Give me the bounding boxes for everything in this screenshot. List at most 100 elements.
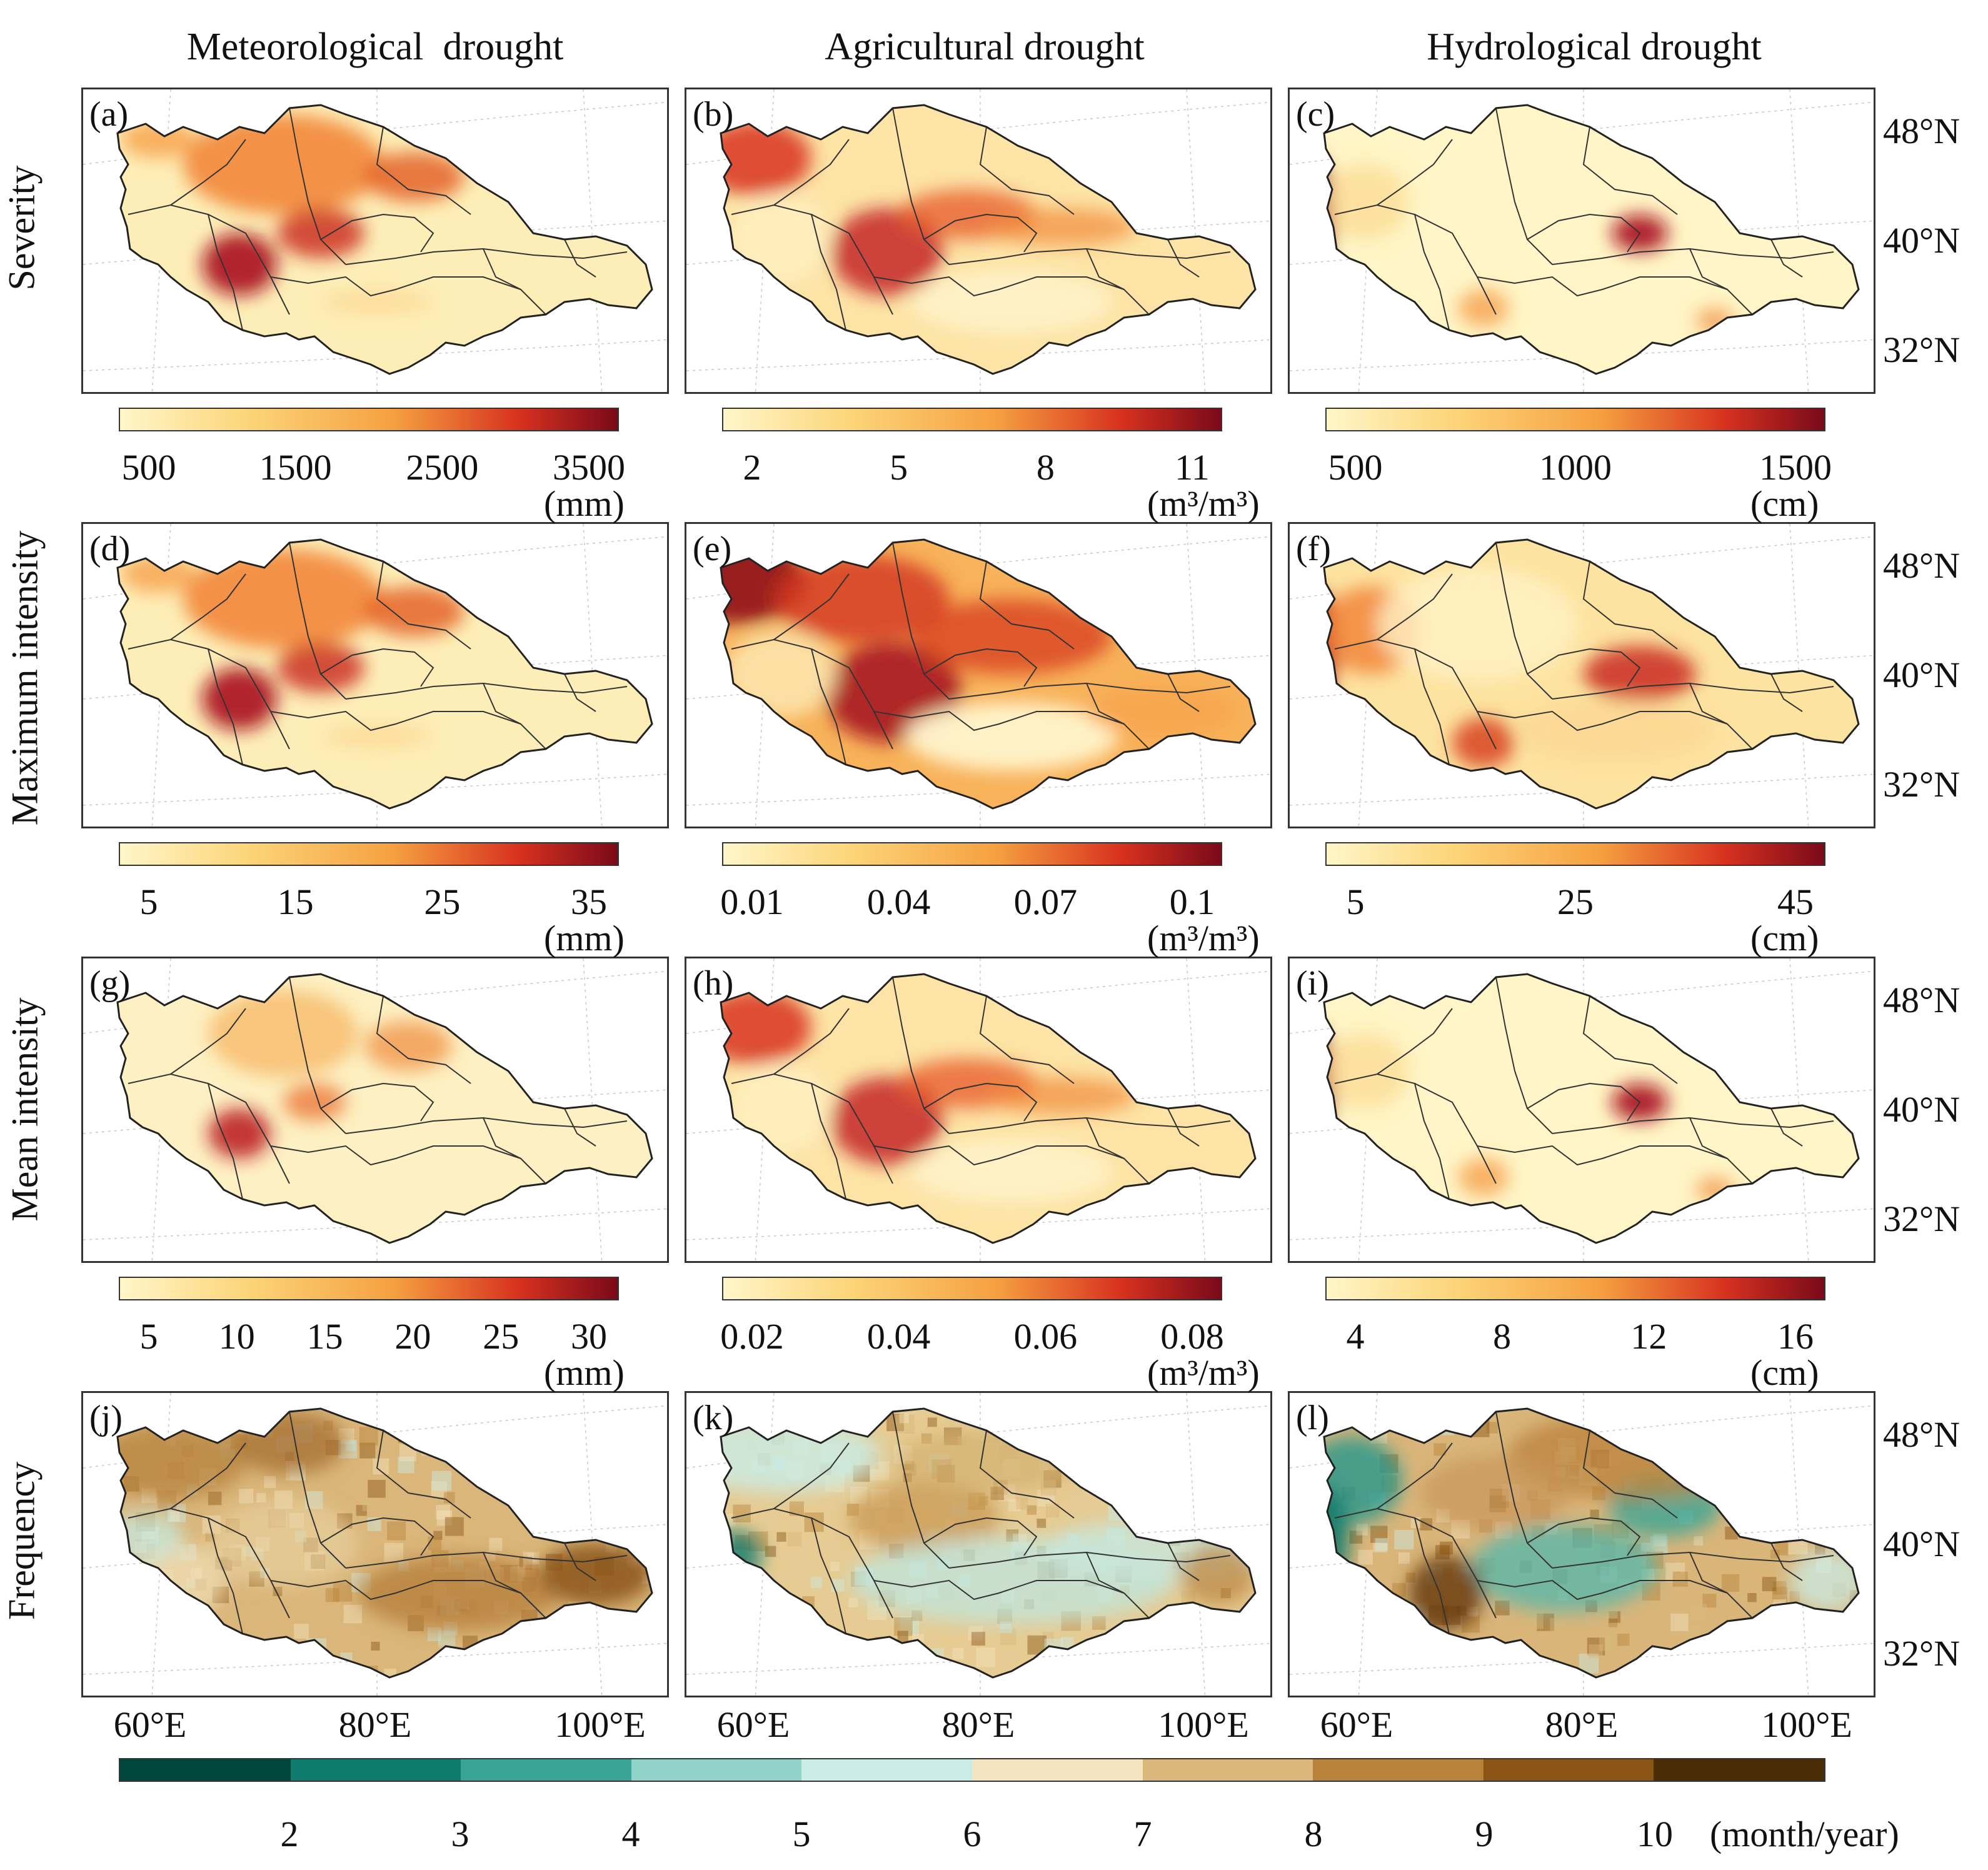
value-hotspot bbox=[183, 114, 383, 214]
frequency-cell bbox=[1362, 1637, 1372, 1647]
frequency-cell bbox=[1025, 1414, 1040, 1429]
frequency-cell bbox=[1524, 1609, 1544, 1629]
colorbar-tick-label: 5 bbox=[1346, 882, 1365, 922]
panel-label: (d) bbox=[89, 530, 131, 568]
frequency-cell bbox=[931, 1648, 945, 1662]
frequency-cell bbox=[1405, 1413, 1425, 1433]
frequency-cell bbox=[899, 1413, 910, 1424]
frequency-colorbar-segment bbox=[290, 1759, 461, 1781]
map-panel-h: (h) bbox=[685, 957, 1272, 1263]
frequency-cell bbox=[184, 1617, 194, 1627]
frequency-cell bbox=[483, 1524, 494, 1536]
frequency-cell bbox=[1170, 1517, 1185, 1532]
value-hotspot bbox=[730, 1065, 830, 1152]
frequency-cell bbox=[1361, 1586, 1375, 1599]
frequency-cell bbox=[1133, 1642, 1145, 1654]
colorbar bbox=[119, 842, 619, 866]
frequency-cell bbox=[371, 1641, 380, 1651]
colorbar-tick-label: 8 bbox=[1036, 447, 1055, 488]
colorbar-tick-label: 25 bbox=[483, 1316, 520, 1357]
frequency-cell bbox=[1213, 1619, 1222, 1629]
sub-basin-boundary bbox=[892, 1411, 950, 1569]
frequency-cell bbox=[1233, 1625, 1243, 1635]
frequency-cell bbox=[388, 1631, 403, 1645]
colorbar-tick-label: 12 bbox=[1630, 1316, 1667, 1357]
frequency-cell bbox=[1730, 1480, 1745, 1494]
frequency-cell bbox=[1617, 1634, 1630, 1646]
frequency-cell bbox=[1689, 1604, 1707, 1622]
sub-basin-boundary bbox=[1414, 648, 1450, 765]
frequency-cell bbox=[138, 1600, 154, 1616]
frequency-colorbar-segment bbox=[972, 1759, 1143, 1781]
basin-fill bbox=[118, 974, 652, 1243]
frequency-colorbar-segment bbox=[1483, 1759, 1654, 1781]
colorbar-tick-label: 0.02 bbox=[720, 1316, 784, 1357]
frequency-cell bbox=[540, 1449, 559, 1468]
latitude-label: 48°N bbox=[1883, 1414, 1960, 1455]
frequency-cell bbox=[438, 1630, 456, 1648]
panel-label: (j) bbox=[89, 1399, 123, 1437]
frequency-cell bbox=[1805, 1630, 1816, 1641]
frequency-cell bbox=[1242, 1644, 1253, 1656]
sub-basin-boundary bbox=[1495, 542, 1553, 700]
frequency-cell bbox=[1080, 1451, 1098, 1469]
sub-basin-boundary bbox=[208, 214, 243, 331]
sub-basin-boundary bbox=[483, 1552, 546, 1619]
frequency-cell bbox=[387, 1521, 406, 1541]
sub-basin-boundary bbox=[731, 1073, 893, 1184]
graticule-line bbox=[1789, 524, 1809, 827]
frequency-cell bbox=[1850, 1622, 1859, 1635]
frequency-cell bbox=[1781, 1652, 1794, 1666]
latitude-label: 32°N bbox=[1883, 764, 1960, 805]
frequency-cell bbox=[1747, 1592, 1757, 1602]
sub-basin-boundary bbox=[773, 1008, 850, 1075]
frequency-cell bbox=[595, 1457, 610, 1473]
frequency-cell bbox=[431, 1671, 448, 1677]
frequency-colorbar-tick-label: 2 bbox=[280, 1814, 299, 1854]
frequency-cell bbox=[1174, 1617, 1187, 1629]
frequency-cell bbox=[1094, 1639, 1112, 1657]
frequency-cell bbox=[1122, 1460, 1133, 1472]
map-canvas bbox=[686, 958, 1270, 1261]
column-title-agricultural: Agricultural drought bbox=[825, 26, 1145, 68]
map-canvas bbox=[686, 89, 1270, 392]
frequency-cell bbox=[431, 1470, 452, 1491]
graticule-line bbox=[583, 958, 603, 1261]
sub-basin-boundary bbox=[483, 683, 546, 750]
map-panel-g: (g) bbox=[81, 957, 669, 1263]
sub-basin-boundary bbox=[376, 995, 471, 1084]
frequency-cell bbox=[631, 1536, 644, 1550]
colorbar-tick-label: 10 bbox=[218, 1316, 255, 1357]
frequency-cell bbox=[1150, 1646, 1161, 1657]
frequency-cell bbox=[1851, 1475, 1859, 1492]
colorbar-tick-label: 0.04 bbox=[866, 882, 931, 922]
frequency-cell bbox=[1008, 1499, 1021, 1512]
colorbar-unit: (cm) bbox=[1750, 918, 1819, 958]
basin-fill bbox=[1324, 974, 1859, 1243]
sub-basin-boundary bbox=[483, 1117, 546, 1184]
frequency-cell bbox=[639, 1646, 652, 1661]
frequency-cell bbox=[534, 1548, 546, 1560]
frequency-cell bbox=[1510, 1647, 1530, 1667]
frequency-cell bbox=[775, 1636, 791, 1652]
frequency-cell bbox=[163, 1624, 183, 1645]
basin-fill bbox=[721, 105, 1255, 374]
frequency-cell bbox=[1188, 1435, 1203, 1450]
frequency-cell bbox=[1155, 1432, 1173, 1449]
map-panel-d: (d) bbox=[81, 522, 669, 828]
frequency-colorbar-tick-label: 9 bbox=[1475, 1814, 1494, 1854]
basin-base bbox=[1324, 540, 1859, 808]
frequency-cell bbox=[256, 1493, 266, 1503]
frequency-cell bbox=[134, 1651, 154, 1671]
frequency-cell bbox=[1027, 1635, 1047, 1655]
sub-basin-boundary bbox=[979, 1430, 1075, 1519]
sub-basin-boundary bbox=[128, 1507, 290, 1619]
frequency-cell bbox=[1060, 1637, 1074, 1651]
frequency-cell bbox=[1155, 1475, 1166, 1487]
frequency-cell bbox=[1222, 1475, 1233, 1487]
map-panel-i: (i) bbox=[1288, 957, 1875, 1263]
frequency-cell bbox=[325, 1588, 339, 1602]
frequency-cell bbox=[263, 1642, 274, 1654]
colorbar-unit: (mm) bbox=[544, 483, 625, 524]
sub-basin-boundary bbox=[1582, 995, 1678, 1084]
